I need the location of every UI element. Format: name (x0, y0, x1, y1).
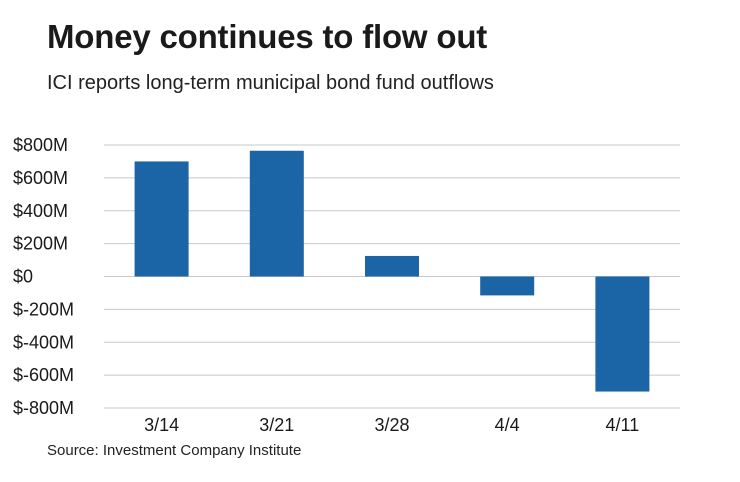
y-tick-label: $-600M (13, 365, 74, 385)
bar-3-21 (249, 150, 304, 277)
x-tick-label: 3/28 (374, 415, 409, 435)
y-tick-label: $400M (13, 201, 68, 221)
y-tick-label: $-800M (13, 398, 74, 418)
y-tick-label: $200M (13, 234, 68, 254)
chart-title: Money continues to flow out (47, 18, 488, 55)
bar-3-28 (365, 255, 419, 277)
y-tick-label: $-400M (13, 332, 74, 352)
x-axis-ticks: 3/14 3/21 3/28 4/4 4/11 (144, 415, 639, 435)
y-tick-label: $800M (13, 135, 68, 155)
gridlines (104, 144, 680, 409)
bars (134, 150, 650, 392)
y-tick-label: $0 (13, 267, 33, 287)
x-tick-label: 4/11 (606, 415, 640, 435)
x-tick-label: 3/21 (259, 415, 294, 435)
y-tick-label: $600M (13, 168, 68, 188)
y-tick-label: $-200M (13, 299, 74, 319)
y-axis-ticks: $800M $600M $400M $200M $0 $-200M $-400M $-600M… (13, 135, 74, 418)
source-note: Source: Investment Company Institute (47, 442, 302, 459)
x-tick-label: 4/4 (495, 415, 520, 435)
bar-3-14 (134, 161, 189, 277)
bar-4-11 (595, 276, 650, 392)
chart-subtitle: ICI reports long-term municipal bond fun… (47, 72, 494, 94)
bar-4-4 (480, 276, 535, 296)
x-tick-label: 3/14 (144, 415, 179, 435)
